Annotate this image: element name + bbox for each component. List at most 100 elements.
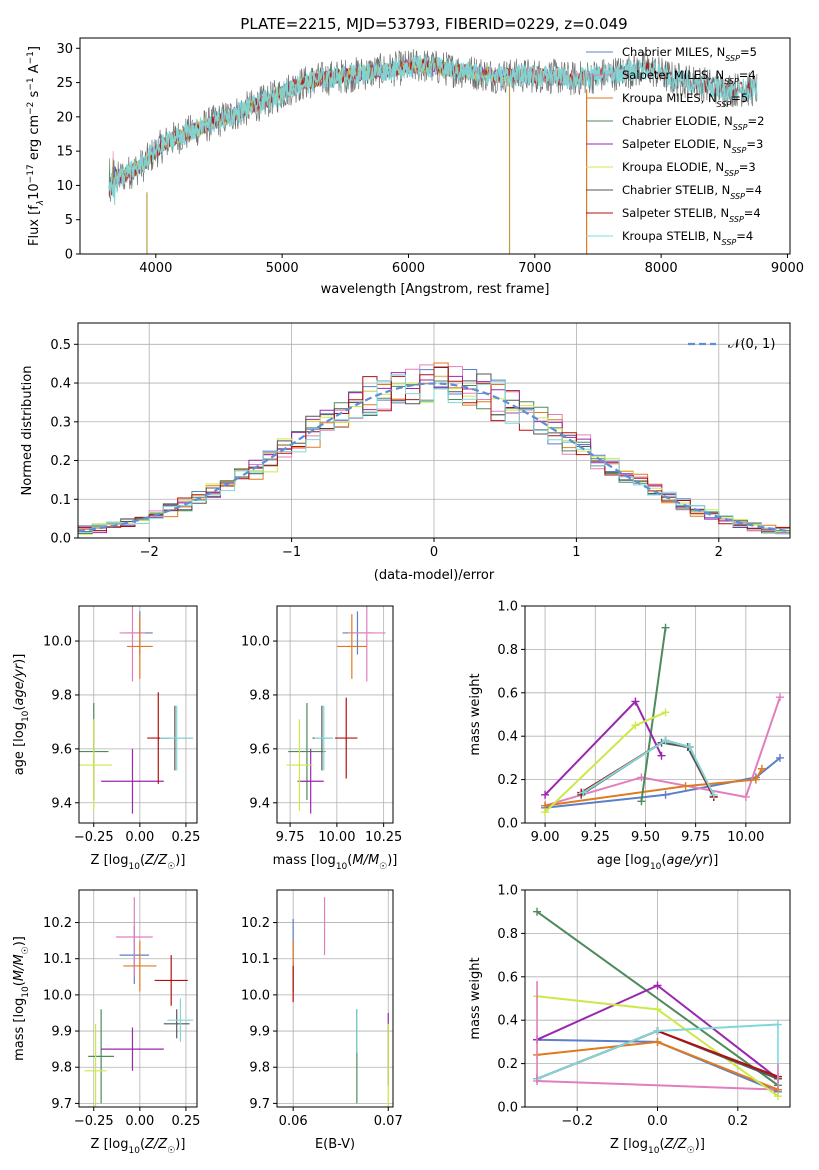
- tick-label-y: 10.0: [43, 988, 72, 1003]
- data-point-chabrier-stelib: [163, 1009, 190, 1039]
- data-point-salpeter-elodie: [101, 1027, 164, 1071]
- axes-spectrum: 4000 5000 6000 7000 8000 9000 0 5 10 15 20 25 30 wave…: [26, 37, 804, 297]
- axes-frame-age-vs-Z: [78, 605, 198, 824]
- axes-frame-residuals: [77, 322, 791, 539]
- data-point-kroupa-stelib: [167, 998, 194, 1042]
- tick-label-x: 0.00: [125, 830, 154, 845]
- data-point-kroupa-miles: [336, 614, 367, 679]
- axes-age-vs-Z: −0.25 0.00 0.25 9.4 9.6 9.8 10.0 Z [log10(Z/Z☉)…: [12, 605, 200, 872]
- tick-label-x: 10.25: [365, 830, 402, 845]
- tick-label-y: 9.6: [51, 742, 72, 757]
- plus-marker: [541, 790, 550, 799]
- plus-marker: [661, 623, 670, 632]
- legend-entry-label: Kroupa MILES, NSSP=5: [622, 91, 748, 109]
- plus-marker: [631, 721, 640, 730]
- legend-entry-label: Salpeter MILES, NSSP=4: [622, 68, 756, 86]
- tick-label-y: 30: [56, 42, 73, 57]
- histogram-kroupa-stelib: [78, 374, 790, 538]
- data-point-salpeter-stelib: [154, 955, 188, 1006]
- tick-label-x: 7000: [518, 261, 551, 276]
- data-point-kroupa-elodie: [286, 719, 313, 811]
- axes-frame-weight-vs-age: [524, 605, 791, 824]
- plot-area-mass-vs-EBV: [292, 897, 389, 1107]
- tick-label-x: 9.75: [681, 830, 710, 845]
- tick-label-y: 9.8: [249, 1061, 270, 1076]
- series-salpeter-miles: [541, 693, 784, 810]
- data-point-salpeter-elodie: [101, 748, 164, 814]
- tick-label-y: 10.0: [43, 635, 72, 650]
- tick-label-y: 9.8: [51, 688, 72, 703]
- spectrum-line-kroupa-stelib: [108, 54, 758, 205]
- tick-label-y: 0.0: [50, 532, 71, 547]
- tick-label-y: 9.9: [51, 1025, 72, 1040]
- tick-label-x: −1: [282, 545, 301, 560]
- plus-marker: [653, 1005, 662, 1014]
- tick-label-y: 0.4: [497, 1014, 518, 1029]
- tick-label-x: 9000: [771, 261, 804, 276]
- plus-marker: [637, 797, 646, 806]
- tick-label-x: 10.00: [318, 830, 355, 845]
- tick-label-x: 8000: [645, 261, 678, 276]
- x-axis-label: E(B-V): [315, 1137, 355, 1152]
- tick-label-x: 0: [430, 545, 438, 560]
- data-point-salpeter-stelib: [335, 697, 358, 779]
- plus-marker: [685, 743, 694, 752]
- tick-label-y: 9.7: [51, 1097, 72, 1112]
- series-line: [544, 696, 781, 807]
- y-axis-label: mass weight: [468, 673, 483, 755]
- legend: Chabrier MILES, NSSP=5 Salpeter MILES, NS…: [586, 45, 764, 247]
- x-axis-label: (data-model)/error: [374, 568, 495, 583]
- tick-label-y: 0.2: [497, 1057, 518, 1072]
- figure-title: PLATE=2215, MJD=53793, FIBERID=0229, z=0…: [240, 15, 627, 33]
- legend-entry-label: Kroupa ELODIE, NSSP=3: [622, 160, 756, 178]
- tick-label-x: 0.25: [171, 830, 200, 845]
- plus-marker: [653, 981, 662, 990]
- y-axis-label: mass weight: [468, 957, 483, 1039]
- plot-area-spectrum: [108, 49, 758, 254]
- tick-label-x: 9.25: [581, 830, 610, 845]
- series-line: [544, 757, 781, 809]
- tick-label-x: 10.00: [727, 830, 764, 845]
- legend-entry-label: Salpeter ELODIE, NSSP=3: [622, 137, 763, 155]
- plus-marker: [773, 1092, 782, 1101]
- series-line: [536, 910, 779, 1087]
- series-line: [536, 1080, 779, 1091]
- plus-marker: [741, 792, 750, 801]
- tick-label-y: 10.2: [43, 916, 72, 931]
- tick-label-x: −0.25: [74, 830, 114, 845]
- tick-label-y: 1.0: [497, 600, 518, 615]
- tick-label-x: −0.2: [561, 1114, 593, 1129]
- axes-frame-mass-vs-EBV: [276, 889, 394, 1108]
- plus-marker: [661, 708, 670, 717]
- data-point-kroupa-stelib: [314, 705, 334, 771]
- plus-marker: [541, 808, 550, 817]
- y-axis-label: Flux [fλ10−17 erg cm−2 s−1 A−1]: [26, 46, 46, 246]
- series-kroupa-miles: [541, 764, 766, 810]
- legend-entry-label: 𝒩(0, 1): [728, 337, 775, 352]
- series-line: [544, 768, 763, 807]
- data-point-chabrier-elodie: [88, 1009, 115, 1104]
- axes-frame-spectrum: [79, 37, 791, 255]
- series-kroupa-stelib: [579, 736, 718, 799]
- axes-residuals: −2 −1 0 1 2 0.0 0.1 0.2 0.3 0.4 0.5 (data-model)/er…: [20, 322, 791, 583]
- axes-mass-vs-Z: −0.25 0.00 0.25 9.7 9.8 9.9 10.0 10.1 10.2 Z [log…: [12, 889, 200, 1156]
- plus-marker: [775, 753, 784, 762]
- tick-label-y: 9.4: [51, 796, 72, 811]
- tick-label-y: 9.8: [249, 688, 270, 703]
- x-axis-label: Z [log10(Z/Z☉)]: [91, 853, 186, 872]
- tick-label-y: 0.0: [497, 817, 518, 832]
- plus-marker: [657, 751, 666, 760]
- tick-label-y: 10.1: [241, 952, 270, 967]
- tick-label-x: 9.75: [276, 830, 305, 845]
- legend-entry-label: Chabrier STELIB, NSSP=4: [622, 183, 762, 201]
- tick-label-x: 5000: [266, 261, 299, 276]
- plots: 4000 5000 6000 7000 8000 9000051015202530wave…: [12, 37, 804, 1156]
- tick-label-x: 0.25: [171, 1114, 200, 1129]
- data-point-salpeter-elodie: [297, 748, 324, 814]
- tick-label-y: 9.7: [249, 1097, 270, 1112]
- tick-label-y: 0.6: [497, 970, 518, 985]
- legend-entry-label: Kroupa STELIB, NSSP=4: [622, 229, 753, 247]
- tick-label-x: 9.00: [531, 830, 560, 845]
- tick-label-x: 0.2: [727, 1114, 748, 1129]
